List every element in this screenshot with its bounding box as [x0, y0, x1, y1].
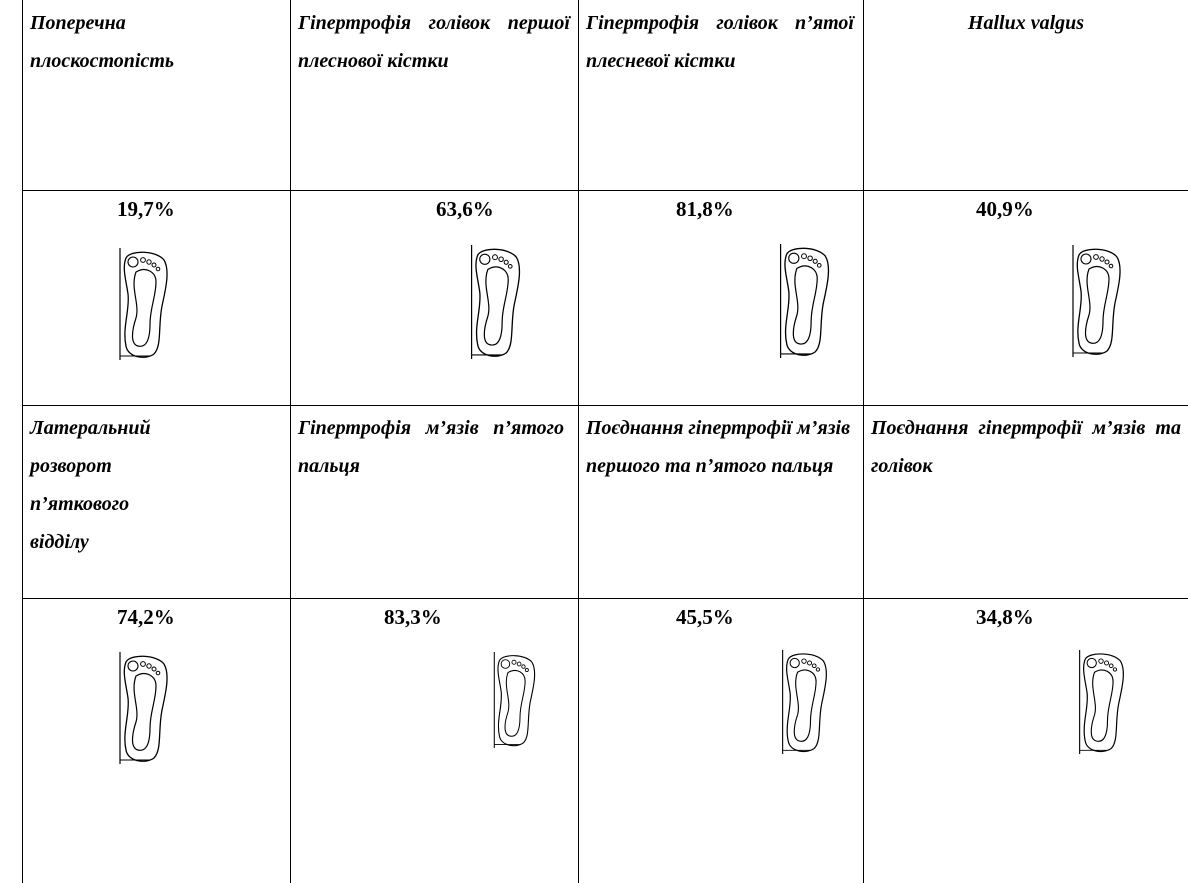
cell-border — [22, 190, 1188, 191]
cell-border — [22, 0, 23, 883]
cell-label: Поперечна плоскостопість — [30, 4, 190, 80]
cell-border — [22, 598, 1188, 599]
cell-border — [290, 0, 291, 883]
cell-label: Гіпертрофія м’язів п’ятого пальця — [298, 409, 564, 485]
cell-border — [863, 0, 864, 883]
footprint — [116, 248, 170, 360]
percentage: 40,9% — [976, 197, 1034, 222]
document: Поперечна плоскостопість Гіпертрофія гол… — [0, 0, 1188, 883]
percentage: 83,3% — [384, 605, 442, 630]
footprint — [484, 652, 544, 748]
cell-label: Hallux valgus — [871, 4, 1181, 42]
percentage: 34,8% — [976, 605, 1034, 630]
cell-label: Поєднання гіпертрофії м’язів першого та … — [586, 409, 850, 485]
cell-label: Гіпертрофія голівок п’ятої плесневої кіс… — [586, 4, 854, 80]
percentage: 74,2% — [117, 605, 175, 630]
cell-border — [578, 0, 579, 883]
percentage: 81,8% — [676, 197, 734, 222]
cell-border — [22, 405, 1188, 406]
footprint — [466, 245, 524, 359]
footprint — [1068, 650, 1134, 754]
cell-label: Гіпертрофія голівок першої плеснової кіс… — [298, 4, 570, 80]
footprint — [770, 650, 838, 754]
footprint — [1069, 244, 1123, 358]
footprint — [116, 652, 170, 764]
cell-label: Латеральний розворот п’яткового відділу — [30, 409, 190, 561]
cell-label: Поєднання гіпертрофії м’язів та голівок — [871, 409, 1181, 485]
footprint — [776, 244, 832, 358]
percentage: 45,5% — [676, 605, 734, 630]
percentage: 19,7% — [117, 197, 175, 222]
percentage: 63,6% — [436, 197, 494, 222]
